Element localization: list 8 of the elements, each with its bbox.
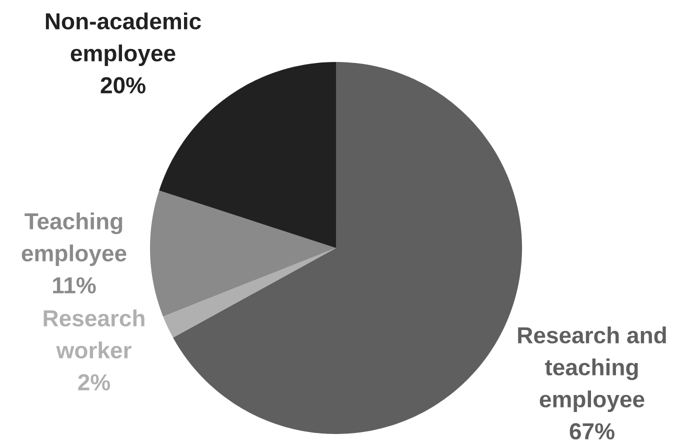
data-label: 2% xyxy=(78,374,110,390)
data-label: 67% xyxy=(570,423,614,440)
slice-label: Non-academic employee xyxy=(46,12,201,66)
slice-label: Research worker xyxy=(44,310,144,358)
slice-label: Research and teaching employee xyxy=(518,326,666,412)
slice-label: Teaching employee xyxy=(22,212,126,266)
data-label: 11% xyxy=(53,277,96,294)
data-label: 20% xyxy=(100,77,146,94)
